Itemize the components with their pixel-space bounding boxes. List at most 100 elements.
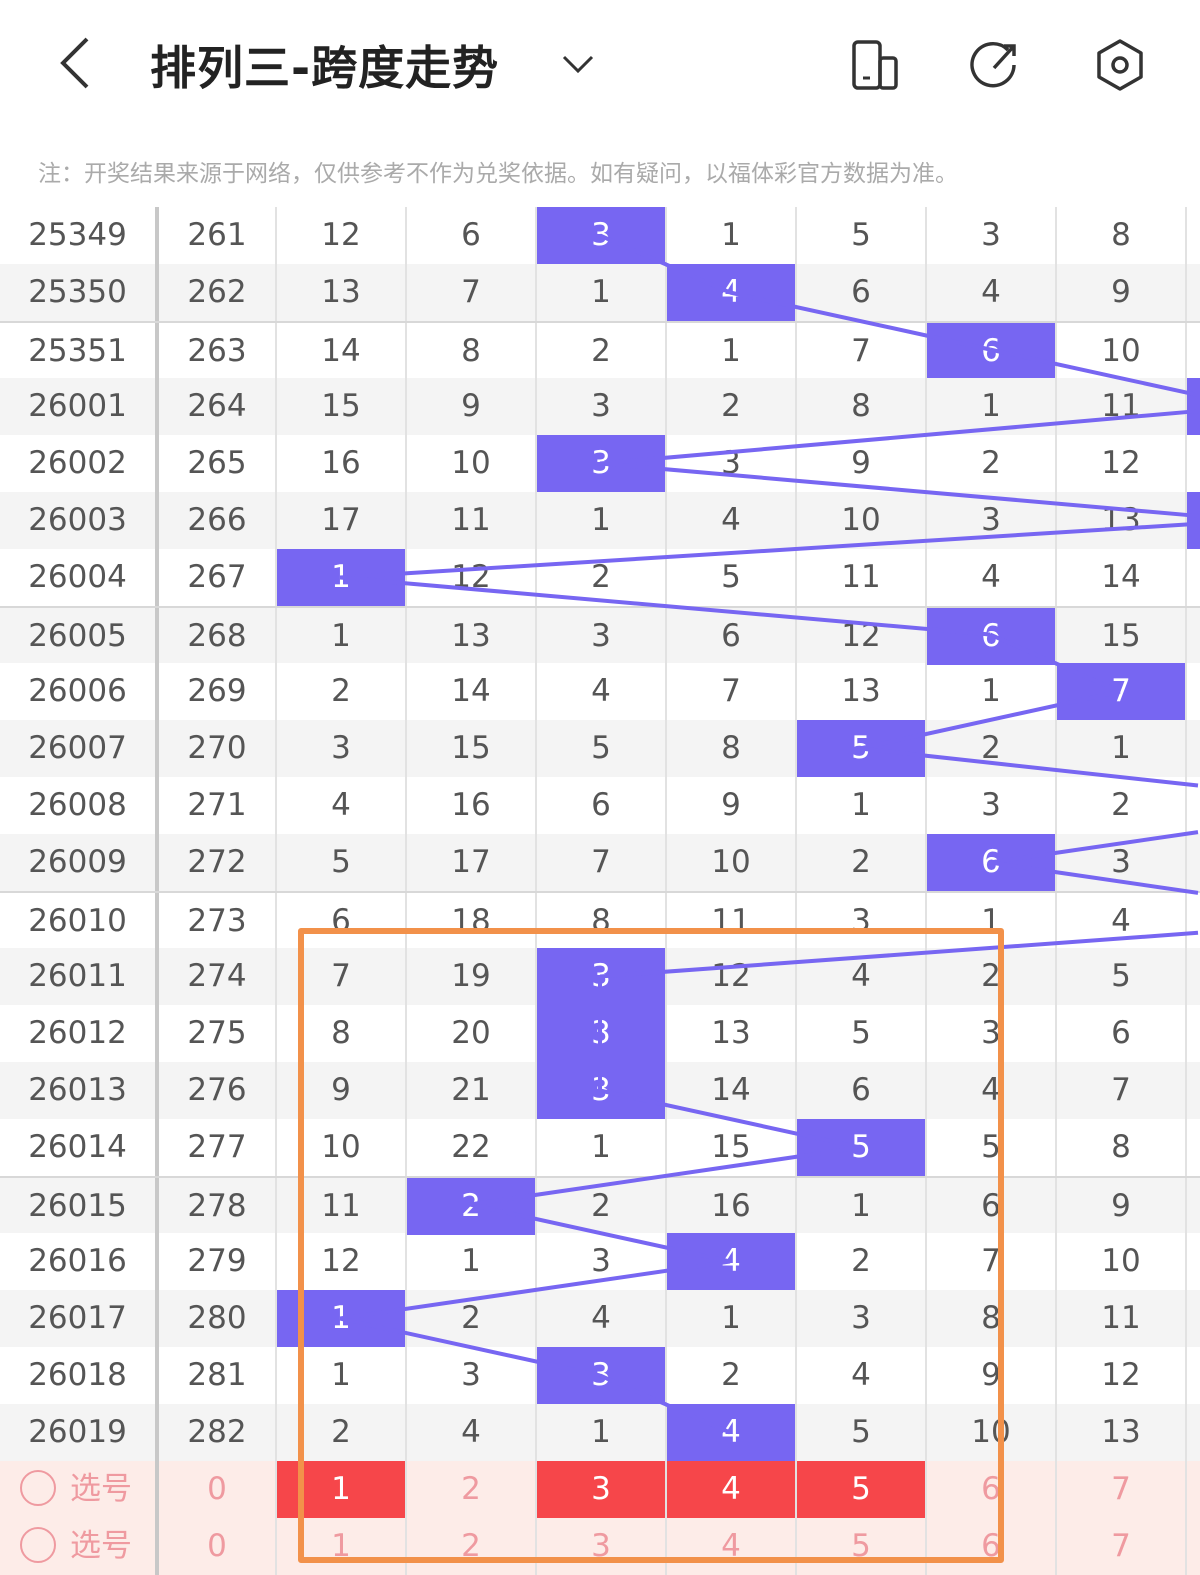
table-row: 26001 264 15 9 3 2 8 1 11 bbox=[0, 378, 1200, 435]
omission-cell: 12 bbox=[1055, 1347, 1185, 1404]
select-label[interactable]: 选号 bbox=[0, 1461, 155, 1518]
hit-cell: 3 bbox=[535, 1062, 665, 1119]
omission-cell: 22 bbox=[405, 1119, 535, 1176]
partial-cell bbox=[1185, 1347, 1200, 1404]
omission-cell: 14 bbox=[275, 323, 405, 380]
omission-cell: 6 bbox=[275, 893, 405, 950]
omission-cell: 8 bbox=[925, 1290, 1055, 1347]
select-number[interactable]: 3 bbox=[535, 1518, 665, 1575]
dropdown-chevron-icon[interactable] bbox=[560, 45, 596, 81]
select-number[interactable]: 5 bbox=[795, 1461, 925, 1518]
select-number[interactable]: 5 bbox=[795, 1518, 925, 1575]
select-number[interactable]: 1 bbox=[275, 1461, 405, 1518]
table-row: 26012 275 8 20 3 13 5 3 6 bbox=[0, 1005, 1200, 1062]
partial-cell bbox=[1185, 1233, 1200, 1290]
omission-cell: 4 bbox=[275, 777, 405, 834]
omission-cell: 15 bbox=[665, 1119, 795, 1176]
settings-icon[interactable] bbox=[1093, 38, 1147, 92]
back-icon[interactable] bbox=[55, 35, 95, 91]
omission-cell: 17 bbox=[275, 492, 405, 549]
hit-cell: 3 bbox=[535, 207, 665, 264]
omission-cell: 6 bbox=[925, 1178, 1055, 1235]
select-radio[interactable] bbox=[20, 1526, 56, 1563]
omission-cell: 2 bbox=[795, 834, 925, 891]
omission-cell: 1 bbox=[795, 777, 925, 834]
partial-cell bbox=[1185, 1518, 1200, 1575]
draw-index: 263 bbox=[155, 323, 275, 380]
omission-cell: 7 bbox=[1055, 1062, 1185, 1119]
hit-cell: 6 bbox=[925, 323, 1055, 380]
select-number[interactable]: 4 bbox=[665, 1518, 795, 1575]
draw-index: 272 bbox=[155, 834, 275, 891]
draw-index: 280 bbox=[155, 1290, 275, 1347]
omission-cell: 11 bbox=[665, 893, 795, 950]
omission-cell: 4 bbox=[535, 1290, 665, 1347]
select-label[interactable]: 选号 bbox=[0, 1518, 155, 1575]
omission-cell: 15 bbox=[275, 378, 405, 435]
issue-number: 26011 bbox=[28, 958, 127, 994]
select-number[interactable]: 6 bbox=[925, 1461, 1055, 1518]
select-number[interactable]: 6 bbox=[925, 1518, 1055, 1575]
omission-cell: 1 bbox=[925, 893, 1055, 950]
omission-cell: 12 bbox=[1055, 435, 1185, 492]
omission-cell: 8 bbox=[535, 893, 665, 950]
partial-cell bbox=[1185, 720, 1200, 777]
omission-cell: 1 bbox=[535, 1404, 665, 1461]
select-number[interactable]: 2 bbox=[405, 1461, 535, 1518]
omission-cell: 2 bbox=[535, 1178, 665, 1235]
hit-cell: 5 bbox=[795, 720, 925, 777]
table-row: 25349 261 12 6 3 1 5 3 8 bbox=[0, 207, 1200, 264]
table-row: 26007 270 3 15 5 8 5 2 1 bbox=[0, 720, 1200, 777]
table-row: 26013 276 9 21 3 14 6 4 7 bbox=[0, 1062, 1200, 1119]
omission-cell: 1 bbox=[925, 663, 1055, 720]
omission-cell: 3 bbox=[535, 608, 665, 665]
draw-index: 274 bbox=[155, 948, 275, 1005]
omission-cell: 8 bbox=[1055, 1119, 1185, 1176]
partial-cell bbox=[1185, 608, 1200, 665]
select-number[interactable]: 7 bbox=[1055, 1461, 1185, 1518]
select-radio[interactable] bbox=[20, 1469, 56, 1506]
omission-cell: 12 bbox=[795, 608, 925, 665]
draw-index: 264 bbox=[155, 378, 275, 435]
partial-cell bbox=[1185, 435, 1200, 492]
omission-cell: 1 bbox=[535, 1119, 665, 1176]
table-row: 26010 273 6 18 8 11 3 1 4 bbox=[0, 891, 1200, 950]
header: 排列三-跨度走势 bbox=[0, 0, 1200, 130]
omission-cell: 14 bbox=[1055, 549, 1185, 606]
issue-number: 26002 bbox=[28, 445, 127, 481]
select-number[interactable]: 7 bbox=[1055, 1518, 1185, 1575]
draw-index: 278 bbox=[155, 1178, 275, 1235]
issue-number: 25349 bbox=[28, 217, 127, 253]
hit-cell: 3 bbox=[535, 948, 665, 1005]
layout-switch-icon[interactable] bbox=[848, 38, 902, 92]
omission-cell: 1 bbox=[535, 492, 665, 549]
issue-number: 26010 bbox=[28, 903, 127, 939]
select-label-text: 选号 bbox=[70, 1528, 132, 1564]
partial-cell bbox=[1185, 323, 1200, 380]
issue-number: 26003 bbox=[28, 502, 127, 538]
omission-cell: 13 bbox=[1055, 1404, 1185, 1461]
issue-number: 26019 bbox=[28, 1414, 127, 1450]
omission-cell: 9 bbox=[405, 378, 535, 435]
omission-cell: 6 bbox=[795, 1062, 925, 1119]
omission-cell: 18 bbox=[405, 893, 535, 950]
omission-cell: 12 bbox=[275, 207, 405, 264]
issue-number: 26006 bbox=[28, 673, 127, 709]
select-number[interactable]: 2 bbox=[405, 1518, 535, 1575]
omission-cell: 8 bbox=[795, 378, 925, 435]
select-count: 0 bbox=[155, 1461, 275, 1518]
hit-cell: 3 bbox=[535, 1347, 665, 1404]
select-number[interactable]: 3 bbox=[535, 1461, 665, 1518]
omission-cell: 6 bbox=[665, 608, 795, 665]
select-number[interactable]: 1 bbox=[275, 1518, 405, 1575]
select-number[interactable]: 4 bbox=[665, 1461, 795, 1518]
omission-cell: 5 bbox=[535, 720, 665, 777]
partial-cell bbox=[1185, 207, 1200, 264]
omission-cell: 13 bbox=[795, 663, 925, 720]
omission-cell: 4 bbox=[925, 1062, 1055, 1119]
partial-cell bbox=[1185, 549, 1200, 606]
draw-index: 262 bbox=[155, 264, 275, 321]
refresh-icon[interactable] bbox=[968, 38, 1022, 92]
page-title[interactable]: 排列三-跨度走势 bbox=[150, 41, 500, 95]
partial-cell bbox=[1185, 834, 1200, 891]
